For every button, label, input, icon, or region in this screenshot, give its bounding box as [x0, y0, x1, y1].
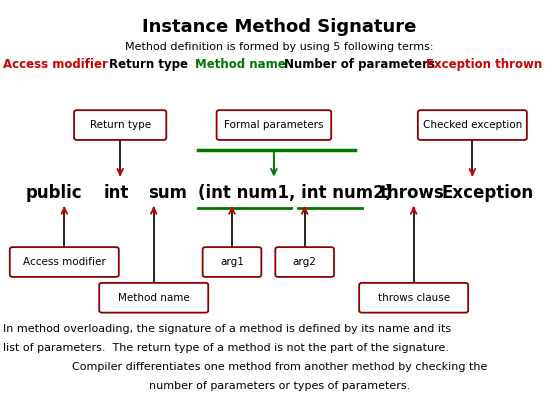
FancyBboxPatch shape [74, 110, 167, 140]
Text: arg1: arg1 [220, 257, 244, 267]
Text: In method overloading, the signature of a method is defined by its name and its: In method overloading, the signature of … [3, 324, 451, 333]
Text: Method name: Method name [195, 58, 285, 71]
Text: Method name: Method name [118, 293, 190, 303]
FancyBboxPatch shape [275, 247, 334, 277]
Text: Access modifier: Access modifier [3, 58, 108, 71]
FancyBboxPatch shape [100, 283, 209, 313]
FancyBboxPatch shape [418, 110, 527, 140]
Text: Return type: Return type [109, 58, 188, 71]
FancyBboxPatch shape [359, 283, 468, 313]
Text: list of parameters.  The return type of a method is not the part of the signatur: list of parameters. The return type of a… [3, 343, 449, 353]
Text: Method definition is formed by using 5 following terms:: Method definition is formed by using 5 f… [125, 42, 434, 52]
Text: Exception: Exception [442, 184, 534, 202]
Text: throws clause: throws clause [377, 293, 450, 303]
Text: Checked exception: Checked exception [423, 120, 522, 130]
Text: Instance Method Signature: Instance Method Signature [143, 18, 416, 36]
Text: number of parameters or types of parameters.: number of parameters or types of paramet… [149, 381, 410, 391]
Text: (int num1, int num2): (int num1, int num2) [198, 184, 392, 202]
Text: Access modifier: Access modifier [23, 257, 106, 267]
FancyBboxPatch shape [202, 247, 261, 277]
Text: Formal parameters: Formal parameters [224, 120, 324, 130]
Text: throws: throws [380, 184, 445, 202]
Text: Compiler differentiates one method from another method by checking the: Compiler differentiates one method from … [72, 362, 487, 372]
Text: sum: sum [148, 184, 187, 202]
Text: public: public [25, 184, 82, 202]
Text: int: int [103, 184, 129, 202]
Text: Return type: Return type [89, 120, 151, 130]
FancyBboxPatch shape [10, 247, 119, 277]
Text: Exception thrown: Exception thrown [426, 58, 542, 71]
Text: arg2: arg2 [293, 257, 316, 267]
FancyBboxPatch shape [216, 110, 331, 140]
Text: Number of parameters: Number of parameters [284, 58, 435, 71]
